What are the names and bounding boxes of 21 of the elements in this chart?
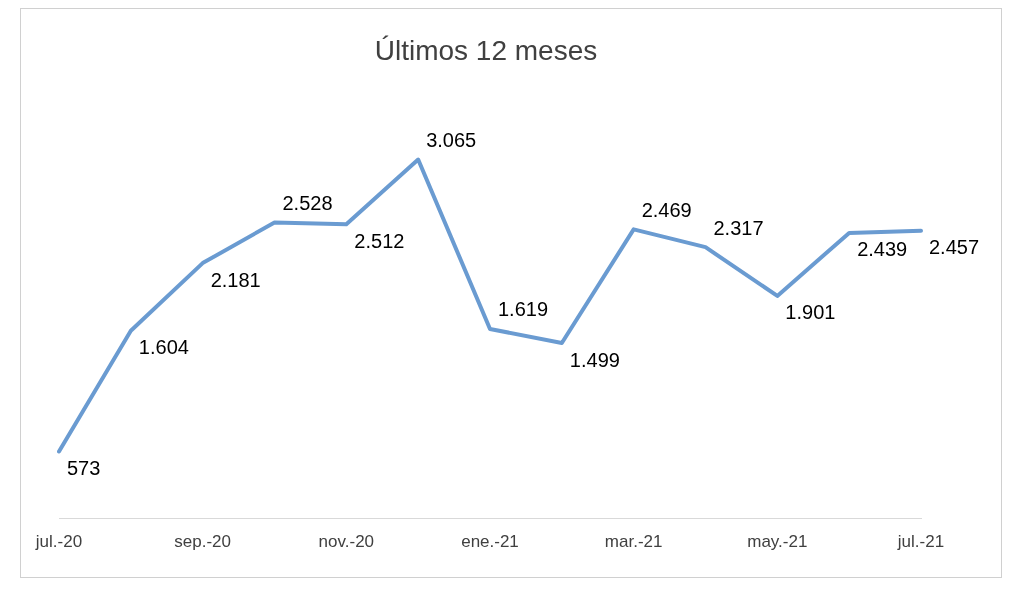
data-label: 2.528 xyxy=(282,191,333,214)
data-label: 2.512 xyxy=(354,229,405,252)
data-label: 2.317 xyxy=(713,216,764,239)
x-tick-label: jul.-20 xyxy=(34,532,83,552)
data-label: 2.181 xyxy=(210,268,261,291)
x-tick-label: sep.-20 xyxy=(174,532,232,552)
x-tick-label: nov.-20 xyxy=(318,532,375,552)
data-label: 573 xyxy=(67,456,101,479)
data-label: 1.901 xyxy=(785,301,836,324)
data-label: 1.619 xyxy=(498,298,549,321)
x-tick-label: mar.-21 xyxy=(604,532,663,552)
data-label: 2.439 xyxy=(857,238,908,261)
data-label: 1.604 xyxy=(138,336,189,359)
x-tick-label: may.-21 xyxy=(747,532,808,552)
data-label: 3.065 xyxy=(426,129,477,152)
data-label: 2.469 xyxy=(641,198,692,221)
x-tick-label: jul.-21 xyxy=(896,532,945,552)
chart-title: Últimos 12 meses xyxy=(374,34,598,66)
x-tick-label: ene.-21 xyxy=(461,532,519,552)
data-label: 1.499 xyxy=(569,348,620,371)
data-label: 2.457 xyxy=(929,236,980,259)
